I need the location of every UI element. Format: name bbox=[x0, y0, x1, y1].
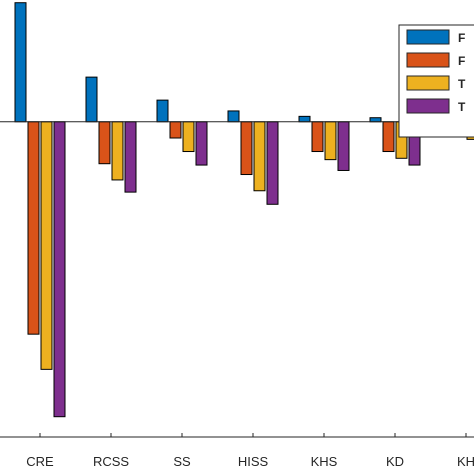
bar-rcss-series-4 bbox=[124, 121, 137, 193]
x-tick-label-kd: KD bbox=[386, 454, 404, 469]
bar-rcss-series-2 bbox=[98, 121, 111, 165]
x-tick-label-ss: SS bbox=[173, 454, 191, 469]
bar-rcss-series-1 bbox=[85, 76, 98, 123]
x-tick-label-kh: KH bbox=[457, 454, 474, 469]
bar-khs-series-4 bbox=[337, 121, 350, 171]
bar-cre-series-3 bbox=[40, 121, 53, 370]
legend-swatch-3 bbox=[406, 75, 450, 91]
bar-hiss-series-1 bbox=[227, 110, 240, 123]
bar-cre-series-4 bbox=[53, 121, 66, 418]
bar-kd-series-1 bbox=[369, 117, 382, 123]
bar-ss-series-2 bbox=[169, 121, 182, 139]
bar-hiss-series-2 bbox=[240, 121, 253, 176]
bar-cre-series-2 bbox=[27, 121, 40, 335]
legend-swatch-2 bbox=[406, 52, 450, 68]
bar-hiss-series-3 bbox=[253, 121, 266, 192]
bar-cre-series-1 bbox=[14, 2, 27, 123]
bar-ss-series-4 bbox=[195, 121, 208, 166]
legend-label-4: T bbox=[458, 100, 466, 114]
x-tick-labels: CRE RCSS SS HISS KHS KD KH bbox=[26, 433, 474, 469]
legend-swatch-1 bbox=[406, 29, 450, 45]
bar-kd-series-2 bbox=[382, 121, 395, 153]
x-tick-label-hiss: HISS bbox=[238, 454, 269, 469]
legend-swatch-4 bbox=[406, 98, 450, 114]
bar-ss-series-1 bbox=[156, 99, 169, 123]
legend-label-3: T bbox=[458, 77, 466, 91]
x-tick-label-khs: KHS bbox=[311, 454, 338, 469]
legend-label-2: F bbox=[458, 54, 465, 68]
bar-hiss-series-4 bbox=[266, 121, 279, 205]
bar-ss-series-3 bbox=[182, 121, 195, 153]
bar-khs-series-1 bbox=[298, 115, 311, 123]
x-tick-label-rcss: RCSS bbox=[93, 454, 129, 469]
bar-rcss-series-3 bbox=[111, 121, 124, 181]
legend-label-1: F bbox=[458, 31, 465, 45]
x-tick-label-cre: CRE bbox=[26, 454, 54, 469]
bar-khs-series-2 bbox=[311, 121, 324, 153]
bar-khs-series-3 bbox=[324, 121, 337, 161]
